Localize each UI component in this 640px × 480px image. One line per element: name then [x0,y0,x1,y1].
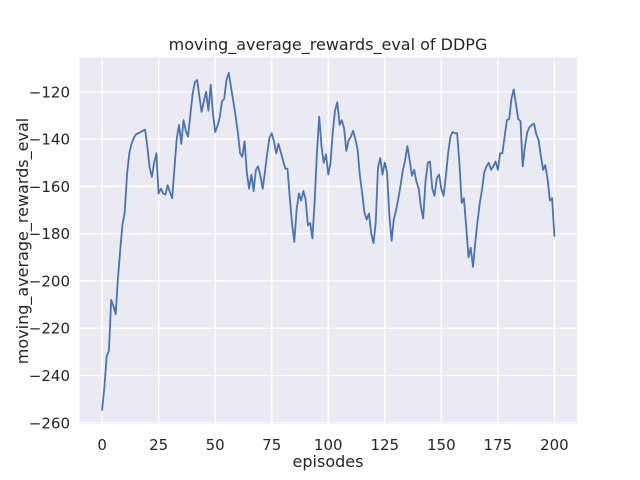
x-tick-label: 125 [370,436,399,454]
x-tick-label: 75 [262,436,281,454]
x-tick-label: 0 [97,436,107,454]
reward-line [101,72,556,411]
y-tick-label: −180 [29,225,70,243]
x-tick-label: 200 [540,436,569,454]
plot-layer: 0 25 50 75 100 125 150 175 200 −120 −140 −160 −180 −2… [29,57,577,454]
x-tick-label: 150 [427,436,456,454]
x-tick-label: 100 [314,436,343,454]
y-tick-label: −120 [29,83,70,101]
y-tick-label: −140 [29,131,70,149]
y-tick-label: −160 [29,178,70,196]
x-axis-label: episodes [293,452,364,471]
y-tick-label: −240 [29,367,70,385]
y-tick-label: −220 [29,320,70,338]
x-tick-label: 50 [206,436,225,454]
chart-title: moving_average_rewards_eval of DDPG [169,35,488,55]
y-tick-label: −260 [29,414,70,432]
y-tick-label: −200 [29,272,70,290]
x-tick-label: 25 [149,436,168,454]
x-tick-label: 175 [484,436,513,454]
y-axis-label: moving_average_rewards_eval [13,118,33,364]
